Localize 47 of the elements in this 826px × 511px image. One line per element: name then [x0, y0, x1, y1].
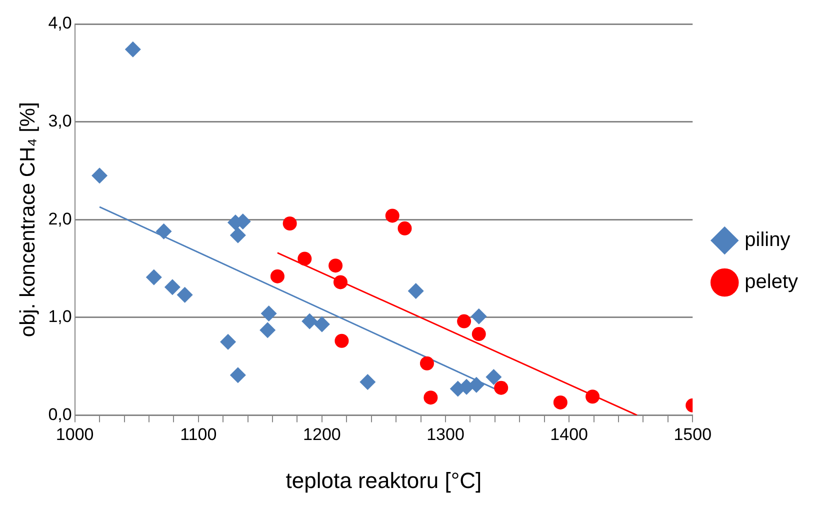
point: [92, 168, 108, 184]
point: [282, 216, 297, 231]
point: [398, 221, 412, 236]
point: [328, 258, 343, 273]
legend-label: pelety: [744, 271, 798, 294]
y-tick-label: 3,0: [48, 111, 72, 130]
legend-label: piliny: [744, 229, 790, 252]
point: [385, 208, 400, 223]
point: [220, 334, 236, 350]
point: [146, 269, 162, 286]
x-tick-label: 1400: [550, 425, 588, 444]
point: [470, 308, 487, 324]
point: [156, 223, 172, 240]
point: [164, 279, 180, 296]
point: [486, 369, 502, 386]
point: [457, 314, 472, 328]
point: [420, 356, 434, 370]
point: [260, 322, 276, 338]
x-tick-label: 1100: [180, 425, 217, 444]
point: [334, 334, 349, 348]
point: [314, 316, 330, 332]
point: [472, 327, 486, 342]
point: [302, 313, 318, 330]
point: [333, 275, 348, 290]
point: [124, 41, 141, 58]
x-tick-label: 1200: [303, 425, 341, 444]
x-tick-label: 1500: [674, 425, 712, 444]
point: [360, 374, 376, 390]
point: [230, 367, 246, 384]
x-tick-label: 1000: [56, 425, 94, 444]
y-tick-label: 4,0: [48, 14, 72, 33]
point: [230, 227, 246, 244]
point: [176, 286, 193, 303]
point: [494, 380, 508, 395]
point: [298, 252, 312, 266]
point: [408, 282, 424, 299]
point: [260, 305, 277, 322]
y-axis-title: obj. koncentrace CH₄ [%]: [16, 102, 40, 338]
y-tick-label: 2,0: [48, 209, 72, 228]
x-axis-title: teplota reaktoru [°C]: [286, 468, 482, 493]
point: [270, 269, 284, 284]
point: [424, 390, 438, 405]
x-tick-label: 1300: [426, 425, 464, 444]
y-tick-label: 1,0: [48, 307, 72, 326]
y-tick-label: 0,0: [48, 404, 72, 424]
point: [553, 395, 568, 410]
point: [586, 390, 600, 404]
